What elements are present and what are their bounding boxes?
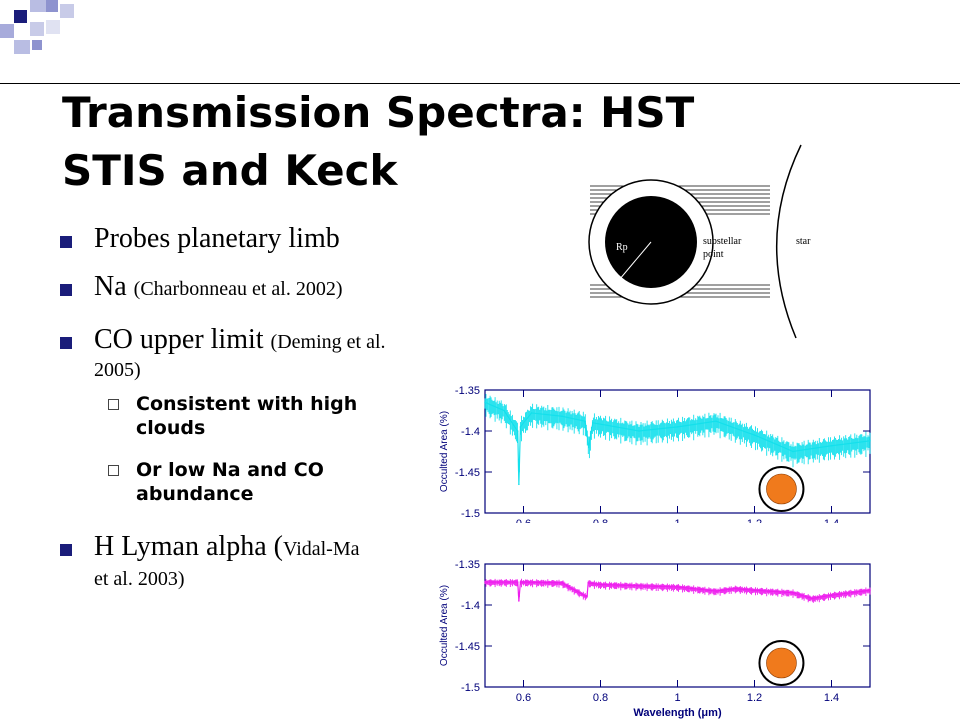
x-tick-label: 1.4 — [824, 692, 839, 704]
planet-marker-disk — [766, 473, 797, 505]
bullet-text: Probes planetary limb — [94, 223, 340, 254]
x-axis-label: Wavelength (μm) — [633, 707, 722, 719]
y-axis-label: Occulted Area (%) — [439, 411, 450, 492]
title-line-1: Transmission Spectra: HST — [62, 88, 695, 137]
spectrum-data-point — [518, 600, 520, 602]
sub-bullet-text: Or low Na and CO — [136, 459, 324, 481]
y-tick-label: -1.35 — [455, 385, 480, 397]
spectrum-chart-high-clouds: -1.35 -1.4 -1.45 -1.5 0.6 0.8 1 1.2 1.4 Occulted … — [439, 385, 871, 523]
spectrum-noise-band — [484, 394, 871, 473]
y-axis-label: Occulted Area (%) — [439, 585, 450, 666]
x-tick-label: 0.6 — [516, 692, 531, 704]
bullet-text: H Lyman alpha ( — [94, 531, 283, 562]
y-tick-label: -1.45 — [455, 467, 480, 479]
bullet-citation: Vidal-Ma — [282, 538, 360, 560]
star-label: star — [796, 236, 811, 247]
bullet-text: CO upper limit — [94, 324, 271, 355]
corner-decoration — [0, 0, 80, 60]
sub-bullet-marker — [108, 399, 119, 410]
y-tick-label: -1.4 — [461, 600, 480, 612]
sub-bullet-text-cont: clouds — [136, 417, 206, 439]
bullet-citation: (Deming et al. — [270, 331, 386, 353]
bullet-marker — [60, 236, 72, 248]
sub-bullet-marker — [108, 465, 119, 476]
y-tick-label: -1.5 — [461, 508, 480, 520]
x-tick-label: 1.4 — [824, 518, 839, 523]
bullet-citation-cont: 2005) — [94, 359, 141, 381]
title-rule — [0, 83, 960, 84]
spectrum-noise-band — [484, 578, 871, 603]
substellar-point — [682, 241, 688, 247]
bullet-text: Na — [94, 271, 134, 302]
substellar-label: substellar — [703, 236, 742, 247]
y-tick-label: -1.4 — [461, 426, 480, 438]
x-tick-label: 0.6 — [516, 518, 531, 523]
x-tick-label: 1 — [674, 518, 680, 523]
spectrum-chart-low-abundance: -1.35 -1.4 -1.45 -1.5 0.6 0.8 1 1.2 1.4 Occulted … — [439, 559, 871, 719]
y-tick-label: -1.5 — [461, 682, 480, 694]
x-tick-label: 0.8 — [593, 692, 608, 704]
bullet-citation: (Charbonneau et al. 2002) — [133, 278, 343, 300]
limb-geometry-diagram: Rp substellar point star — [588, 144, 811, 339]
x-tick-label: 0.8 — [593, 518, 608, 523]
x-tick-label: 1.2 — [747, 518, 762, 523]
planet-marker-disk — [766, 647, 797, 679]
x-tick-label: 1.2 — [747, 692, 762, 704]
bullet-marker — [60, 337, 72, 349]
x-tick-label: 1 — [674, 692, 680, 704]
sub-bullet-text-cont: abundance — [136, 483, 254, 505]
title-line-2: STIS and Keck — [62, 146, 398, 195]
bullet-citation-cont: et al. 2003) — [94, 568, 185, 590]
bullet-marker — [60, 544, 72, 556]
slide-title: Transmission Spectra: HST STIS and Keck — [62, 84, 822, 200]
bullet-marker — [60, 284, 72, 296]
substellar-label-cont: point — [703, 249, 724, 260]
sub-bullet-text: Consistent with high — [136, 393, 358, 415]
radius-line — [613, 241, 652, 287]
y-tick-label: -1.35 — [455, 559, 480, 571]
star-limb — [775, 144, 802, 339]
y-tick-label: -1.45 — [455, 641, 480, 653]
radius-label: Rp — [616, 242, 628, 253]
spectrum-data-point — [518, 483, 520, 486]
